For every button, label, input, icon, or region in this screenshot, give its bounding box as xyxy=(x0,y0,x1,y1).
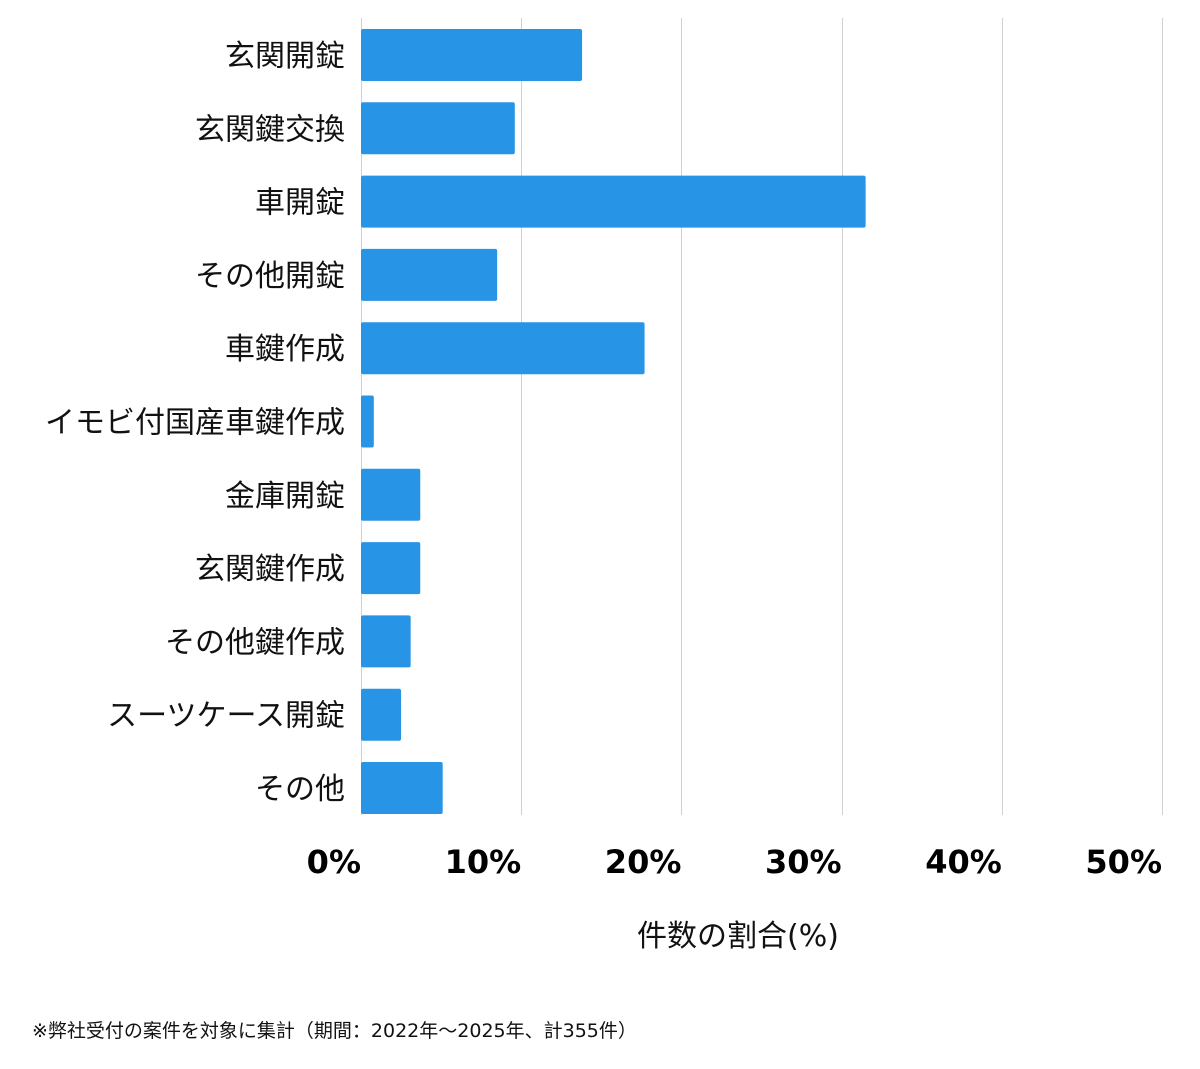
category-label: 車開錠 xyxy=(255,186,345,221)
bar xyxy=(361,29,583,81)
bar xyxy=(361,688,402,741)
bar xyxy=(361,395,374,448)
bar xyxy=(361,102,515,155)
x-tick-label: 30% xyxy=(765,843,842,881)
category-label: スーツケース開錠 xyxy=(107,699,345,734)
grid-lines xyxy=(361,18,1163,815)
category-label: 車鍵作成 xyxy=(225,332,345,367)
bar xyxy=(361,615,411,668)
x-tick-label: 10% xyxy=(445,843,522,881)
x-tick-label: 50% xyxy=(1085,843,1162,881)
x-tick-labels: 0% 10% 20% 30% 40% 50% xyxy=(307,843,1162,881)
bars xyxy=(361,29,866,814)
bar xyxy=(361,542,421,595)
category-label: その他開錠 xyxy=(195,259,345,294)
category-label: 玄関鍵交換 xyxy=(195,112,345,147)
x-tick-label: 0% xyxy=(307,843,361,881)
bar xyxy=(361,468,421,521)
category-labels: 玄関開錠玄関鍵交換車開錠その他開錠車鍵作成イモビ付国産車鍵作成金庫開錠玄関鍵作成… xyxy=(45,39,345,807)
bar xyxy=(361,248,498,301)
category-label: その他 xyxy=(255,772,345,807)
category-label: イモビ付国産車鍵作成 xyxy=(45,406,345,441)
bar xyxy=(361,175,866,228)
bar xyxy=(361,762,443,814)
bar xyxy=(361,322,645,375)
category-label: 金庫開錠 xyxy=(225,479,345,514)
x-axis-title: 件数の割合(%) xyxy=(637,919,839,954)
x-tick-label: 20% xyxy=(605,843,682,881)
footnote: ※弊社受付の案件を対象に集計（期間：2022年〜2025年、計355件） xyxy=(32,1020,637,1042)
category-label: その他鍵作成 xyxy=(165,625,345,660)
x-tick-label: 40% xyxy=(925,843,1002,881)
category-label: 玄関鍵作成 xyxy=(195,552,345,587)
category-label: 玄関開錠 xyxy=(225,39,345,74)
